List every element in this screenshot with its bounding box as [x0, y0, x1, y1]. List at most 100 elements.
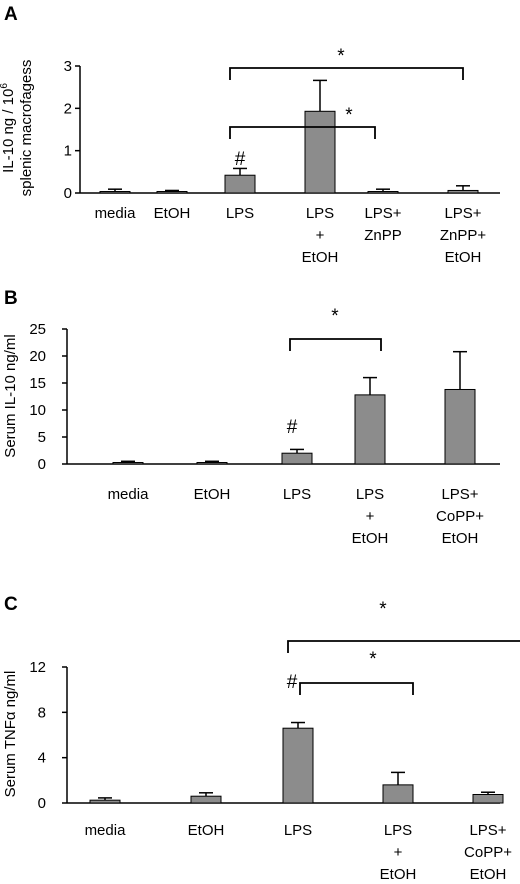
bar	[224, 174, 256, 194]
panel-letter: A	[4, 4, 18, 25]
y-axis-label-part: Serum IL-10 ng/ml	[2, 334, 19, 457]
chart-panel-a: A IL-10 ng / 106 splenic macrofagess 0 1 2 3 me…	[0, 4, 500, 266]
x-category-label: LPS+ ZnPP+ EtOH	[440, 205, 487, 266]
x-category-label-line: LPS	[306, 205, 334, 222]
significance-bracket	[229, 67, 464, 80]
x-category-label: LPS + EtOH	[352, 486, 389, 547]
x-category-label: LPS + EtOH	[380, 822, 417, 883]
x-category-label-line: LPS	[356, 486, 384, 503]
y-tick-label: 12	[29, 659, 46, 676]
bar	[99, 191, 131, 194]
x-category-label: LPS	[284, 822, 312, 839]
y-tick-label: 10	[29, 402, 46, 419]
x-category-label-line: LPS	[283, 486, 311, 503]
x-category-label-line: EtOH	[154, 205, 191, 222]
x-category-label-line: EtOH	[445, 249, 482, 266]
significance-bracket	[287, 640, 520, 653]
x-category-label: LPS+ CoPP+ EtOH	[436, 486, 484, 547]
bar	[156, 191, 188, 194]
x-category-label: media	[95, 205, 137, 222]
significance-marker: #	[287, 672, 298, 693]
x-category-label: LPS	[283, 486, 311, 503]
y-tick-label: 0	[64, 185, 72, 202]
y-tick-label: 8	[38, 704, 46, 721]
y-axis-label: Serum IL-10 ng/ml	[2, 334, 19, 457]
bar	[304, 110, 336, 194]
x-category-label-line: ZnPP	[364, 227, 402, 244]
y-tick-label: 4	[38, 750, 46, 767]
bar	[190, 795, 222, 804]
x-category-label: LPS + EtOH	[302, 205, 339, 266]
significance-star: *	[337, 46, 345, 67]
y-tick-label: 15	[29, 375, 46, 392]
y-tick-label: 20	[29, 348, 46, 365]
significance-bracket	[289, 338, 382, 351]
y-axis-label: Serum TNFα ng/ml	[2, 671, 19, 798]
panel-letter: B	[4, 288, 18, 309]
x-category-label: EtOH	[194, 486, 231, 503]
x-category-label-line: EtOH	[188, 822, 225, 839]
x-category-label-line: EtOH	[442, 530, 479, 547]
significance-star: *	[331, 306, 339, 327]
x-category-label: LPS+ CoPP+ EtOH	[464, 822, 512, 883]
significance-bracket	[229, 126, 376, 139]
bar	[354, 394, 386, 465]
x-category-label-line: media	[95, 205, 137, 222]
x-category-label: EtOH	[154, 205, 191, 222]
x-category-label-line: +	[316, 227, 325, 244]
bar	[196, 462, 228, 465]
bar	[444, 388, 476, 465]
bar	[112, 462, 144, 465]
y-axis-label: IL-10 ng / 106 splenic macrofagess	[0, 60, 35, 197]
y-axis-label-part: Serum TNF	[2, 720, 19, 797]
x-category-label-line: LPS	[384, 822, 412, 839]
y-axis-label-line1: IL-10 ng / 10	[0, 89, 17, 173]
x-category-label: EtOH	[188, 822, 225, 839]
x-category-label-line: LPS+	[444, 205, 481, 222]
y-axis-label-line2: splenic macrofagess	[18, 60, 35, 197]
significance-star: *	[369, 649, 377, 670]
x-category-label: media	[108, 486, 150, 503]
x-category-label-line: EtOH	[194, 486, 231, 503]
y-tick-label: 25	[29, 321, 46, 338]
bar	[382, 784, 414, 804]
x-category-label-line: media	[85, 822, 127, 839]
significance-star: *	[379, 599, 387, 620]
x-category-label-line: LPS+	[364, 205, 401, 222]
y-tick-label: 2	[64, 100, 72, 117]
bar	[472, 794, 504, 804]
y-axis-label-part: ng/ml	[2, 671, 19, 712]
x-category-label-line: media	[108, 486, 150, 503]
y-tick-label: 0	[38, 456, 46, 473]
y-axis-label-superscript: 6	[0, 83, 10, 89]
x-category-label-line: ZnPP+	[440, 227, 487, 244]
bar	[89, 799, 121, 804]
x-category-label-line: LPS+	[469, 822, 506, 839]
x-category-label-line: EtOH	[470, 866, 507, 883]
x-category-label: LPS+ ZnPP	[364, 205, 402, 244]
x-category-label-line: LPS+	[441, 486, 478, 503]
y-tick-label: 5	[38, 429, 46, 446]
x-category-label-line: EtOH	[352, 530, 389, 547]
bar	[447, 189, 479, 194]
panel-letter: C	[4, 594, 18, 615]
bar	[367, 191, 399, 194]
x-category-label: media	[85, 822, 127, 839]
x-category-label-line: LPS	[284, 822, 312, 839]
x-category-label-line: LPS	[226, 205, 254, 222]
x-category-label-line: EtOH	[380, 866, 417, 883]
y-tick-label: 0	[38, 795, 46, 812]
x-category-label: LPS	[226, 205, 254, 222]
bar	[281, 452, 313, 465]
x-category-label-line: CoPP+	[464, 844, 512, 861]
significance-marker: #	[287, 417, 298, 438]
x-category-label-line: +	[366, 508, 375, 525]
significance-marker: #	[235, 149, 246, 170]
y-tick-label: 1	[64, 143, 72, 160]
x-category-label-line: CoPP+	[436, 508, 484, 525]
significance-bracket	[299, 682, 414, 695]
x-category-label-line: +	[394, 844, 403, 861]
